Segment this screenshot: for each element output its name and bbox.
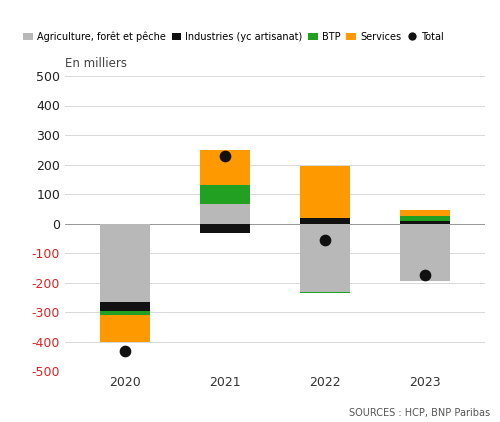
Bar: [100, 224, 150, 302]
Bar: [300, 166, 350, 218]
Bar: [200, 150, 250, 185]
Bar: [200, 224, 250, 233]
Bar: [100, 315, 150, 342]
Bar: [400, 216, 450, 221]
Bar: [400, 221, 450, 224]
Point: [221, 152, 229, 159]
Bar: [300, 292, 350, 293]
Text: SOURCES : HCP, BNP Paribas: SOURCES : HCP, BNP Paribas: [349, 408, 490, 418]
Bar: [200, 205, 250, 224]
Bar: [400, 210, 450, 216]
Bar: [300, 218, 350, 224]
Point: [421, 272, 429, 279]
Point: [321, 236, 329, 243]
Bar: [300, 224, 350, 292]
Bar: [200, 185, 250, 205]
Legend: Agriculture, forêt et pêche, Industries (yc artisanat), BTP, Services, Total: Agriculture, forêt et pêche, Industries …: [20, 28, 448, 46]
Bar: [100, 302, 150, 311]
Point: [121, 347, 129, 354]
Text: En milliers: En milliers: [65, 57, 127, 70]
Bar: [100, 311, 150, 315]
Bar: [400, 224, 450, 281]
